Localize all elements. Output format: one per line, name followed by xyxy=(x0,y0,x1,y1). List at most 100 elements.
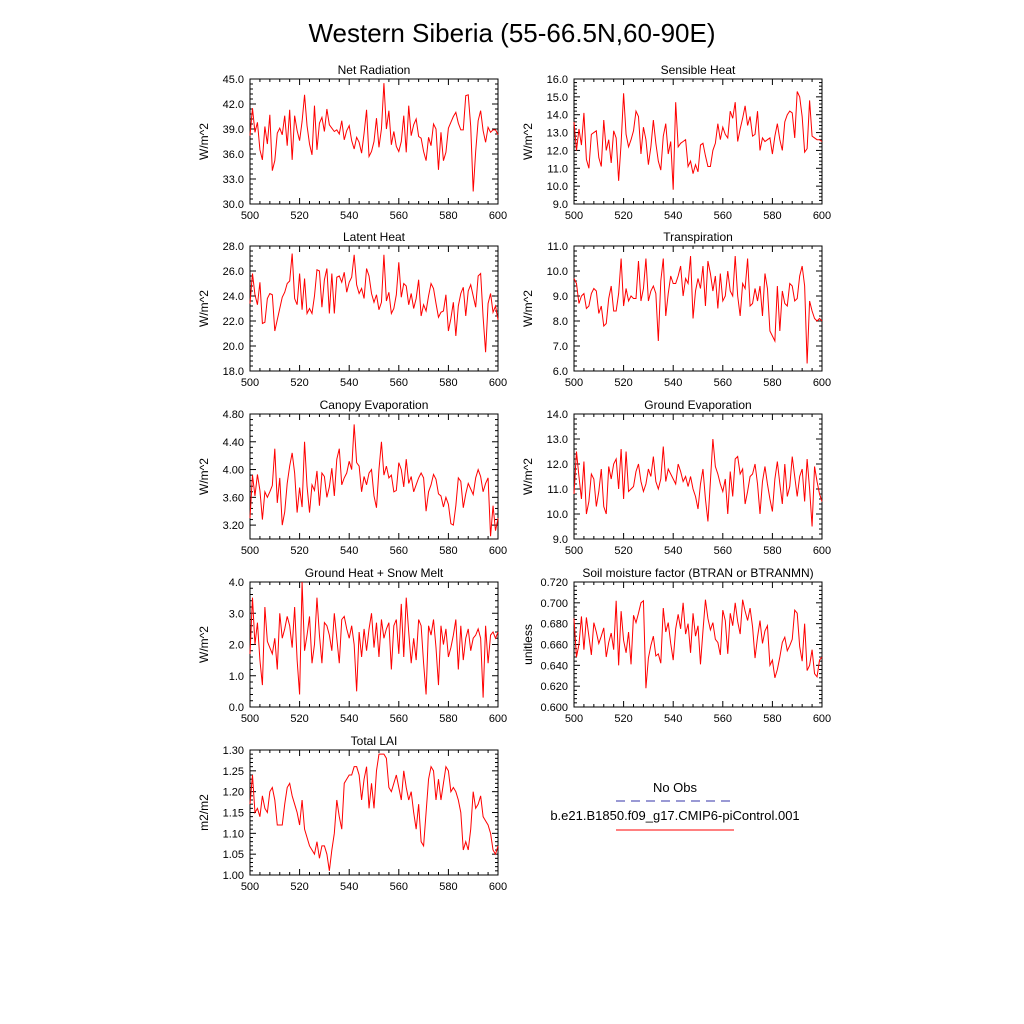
y-tick-label: 22.0 xyxy=(223,316,244,328)
x-tick-label: 500 xyxy=(565,377,583,389)
x-tick-label: 540 xyxy=(340,881,358,893)
y-axis-label: W/m^2 xyxy=(197,458,211,495)
y-tick-label: 13.0 xyxy=(547,434,568,446)
y-tick-label: 0.620 xyxy=(540,681,568,693)
panel-6: Ground Evaporation W/m^2 500 520 540 560 580 60… xyxy=(521,398,831,557)
x-tick-label: 520 xyxy=(614,210,632,222)
series-line xyxy=(573,438,823,527)
x-tick-label: 580 xyxy=(763,377,781,389)
x-tick-label: 600 xyxy=(489,713,507,725)
x-tick-label: 520 xyxy=(290,713,308,725)
x-tick-label: 580 xyxy=(763,545,781,557)
plot-frame xyxy=(249,245,499,372)
y-tick-label: 6.0 xyxy=(553,366,568,378)
y-tick-label: 33.0 xyxy=(223,174,244,186)
x-tick-label: 580 xyxy=(439,545,457,557)
x-tick-label: 580 xyxy=(439,713,457,725)
y-tick-label: 0.700 xyxy=(540,598,568,610)
x-tick-label: 520 xyxy=(614,713,632,725)
panel-title: Transpiration xyxy=(663,230,733,244)
x-tick-label: 560 xyxy=(390,210,408,222)
x-tick-label: 500 xyxy=(565,210,583,222)
y-tick-label: 36.0 xyxy=(223,149,244,161)
panel-title: Soil moisture factor (BTRAN or BTRANMN) xyxy=(582,566,813,580)
series-line xyxy=(249,83,499,192)
x-tick-label: 540 xyxy=(340,210,358,222)
y-tick-label: 1.30 xyxy=(223,745,244,757)
y-tick-label: 18.0 xyxy=(223,366,244,378)
x-tick-label: 560 xyxy=(390,881,408,893)
panel-title: Sensible Heat xyxy=(661,63,736,77)
series-line xyxy=(573,255,823,364)
y-tick-label: 8.0 xyxy=(553,316,568,328)
x-tick-label: 560 xyxy=(390,545,408,557)
y-tick-label: 10.0 xyxy=(547,181,568,193)
x-tick-label: 560 xyxy=(714,545,732,557)
y-tick-label: 0.640 xyxy=(540,660,568,672)
y-axis-label: m2/m2 xyxy=(197,794,211,831)
y-tick-label: 4.00 xyxy=(223,465,244,477)
y-tick-label: 4.0 xyxy=(229,577,244,589)
x-tick-label: 560 xyxy=(390,377,408,389)
y-tick-label: 26.0 xyxy=(223,266,244,278)
series-line xyxy=(249,424,499,537)
y-tick-label: 20.0 xyxy=(223,341,244,353)
y-tick-label: 15.0 xyxy=(547,92,568,104)
x-tick-label: 600 xyxy=(489,545,507,557)
plot-frame xyxy=(249,78,499,205)
y-tick-label: 0.680 xyxy=(540,619,568,631)
panel-9: Total LAI m2/m2 500 520 540 560 580 600 1.00 1.05… xyxy=(197,734,507,893)
series-line xyxy=(573,599,823,689)
y-axis-label: W/m^2 xyxy=(521,458,535,495)
x-tick-label: 500 xyxy=(565,545,583,557)
y-tick-label: 3.20 xyxy=(223,520,244,532)
y-tick-label: 24.0 xyxy=(223,291,244,303)
plot-frame xyxy=(573,245,823,372)
y-tick-label: 12.0 xyxy=(547,145,568,157)
y-tick-label: 16.0 xyxy=(547,74,568,86)
y-tick-label: 39.0 xyxy=(223,124,244,136)
y-tick-label: 30.0 xyxy=(223,199,244,211)
y-tick-label: 9.0 xyxy=(553,291,568,303)
panel-title: Latent Heat xyxy=(343,230,406,244)
y-tick-label: 4.80 xyxy=(223,409,244,421)
y-tick-label: 10.0 xyxy=(547,509,568,521)
y-tick-label: 4.40 xyxy=(223,437,244,449)
y-tick-label: 3.60 xyxy=(223,492,244,504)
y-tick-label: 28.0 xyxy=(223,241,244,253)
x-tick-label: 560 xyxy=(714,713,732,725)
panel-5: Canopy Evaporation W/m^2 500 520 540 560 580 60… xyxy=(197,398,507,557)
y-tick-label: 11.0 xyxy=(547,163,568,175)
y-tick-label: 1.15 xyxy=(223,808,244,820)
y-tick-label: 0.660 xyxy=(540,640,568,652)
panel-4: Transpiration W/m^2 500 520 540 560 580 600 6.0 7… xyxy=(521,230,831,389)
x-tick-label: 600 xyxy=(813,545,831,557)
y-tick-label: 0.600 xyxy=(540,702,568,714)
y-tick-label: 10.0 xyxy=(547,266,568,278)
x-tick-label: 540 xyxy=(340,545,358,557)
x-tick-label: 560 xyxy=(714,210,732,222)
panel-title: Ground Heat + Snow Melt xyxy=(305,566,444,580)
x-tick-label: 500 xyxy=(241,545,259,557)
x-tick-label: 600 xyxy=(813,377,831,389)
x-tick-label: 540 xyxy=(664,713,682,725)
x-tick-label: 520 xyxy=(290,545,308,557)
series-line xyxy=(249,581,499,698)
y-axis-label: W/m^2 xyxy=(521,123,535,160)
x-tick-label: 500 xyxy=(241,210,259,222)
panel-2: Sensible Heat W/m^2 500 520 540 560 580 600 9.0 1… xyxy=(521,63,831,222)
legend: No Obs b.e21.B1850.f09_g17.CMIP6-piContr… xyxy=(550,780,800,831)
y-tick-label: 9.0 xyxy=(553,199,568,211)
x-tick-label: 540 xyxy=(664,545,682,557)
x-tick-label: 600 xyxy=(813,210,831,222)
panel-1: Net Radiation W/m^2 500 520 540 560 580 600 30.0… xyxy=(197,63,507,222)
x-tick-label: 500 xyxy=(241,713,259,725)
y-tick-label: 45.0 xyxy=(223,74,244,86)
y-tick-label: 13.0 xyxy=(547,128,568,140)
x-tick-label: 540 xyxy=(664,377,682,389)
series-line xyxy=(249,253,499,353)
panel-title: Net Radiation xyxy=(338,63,411,77)
x-tick-label: 520 xyxy=(614,377,632,389)
x-tick-label: 540 xyxy=(664,210,682,222)
panel-7: Ground Heat + Snow Melt W/m^2 500 520 540 560… xyxy=(197,566,507,725)
